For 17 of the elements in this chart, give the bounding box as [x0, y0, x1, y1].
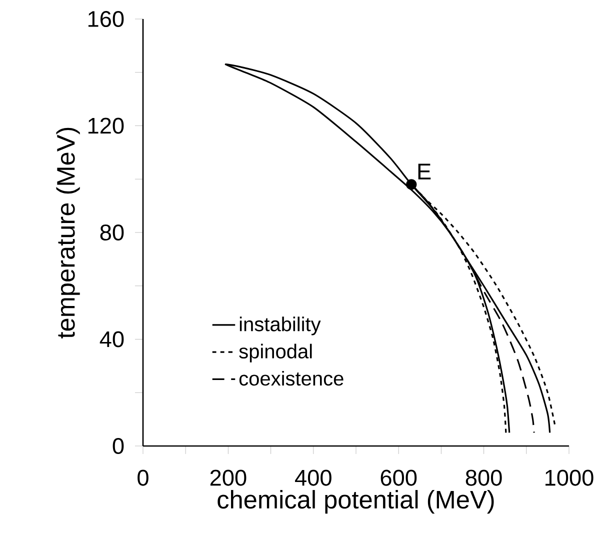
y-tick-label: 40 — [100, 331, 124, 348]
legend-label: instability — [240, 316, 321, 336]
x-tick-label: 0 — [138, 470, 148, 486]
x-tick-label: 400 — [295, 470, 332, 486]
y-axis-title: temperature (MeV) — [56, 128, 80, 338]
x-axis-title: chemical potential (MeV) — [218, 490, 494, 514]
y-tick-label: 0 — [112, 438, 124, 454]
x-tick-label: 600 — [380, 470, 417, 486]
y-tick-label: 80 — [100, 224, 124, 241]
legend-label: coexistence — [239, 370, 344, 386]
legend-label: spinodal — [239, 344, 312, 362]
x-tick-label: 1000 — [546, 470, 594, 486]
y-tick-label: 160 — [88, 10, 124, 28]
x-tick-label: 800 — [466, 470, 502, 486]
y-tick-label: 120 — [88, 118, 124, 134]
annotation: E — [418, 164, 431, 180]
x-tick-label: 200 — [210, 470, 246, 486]
